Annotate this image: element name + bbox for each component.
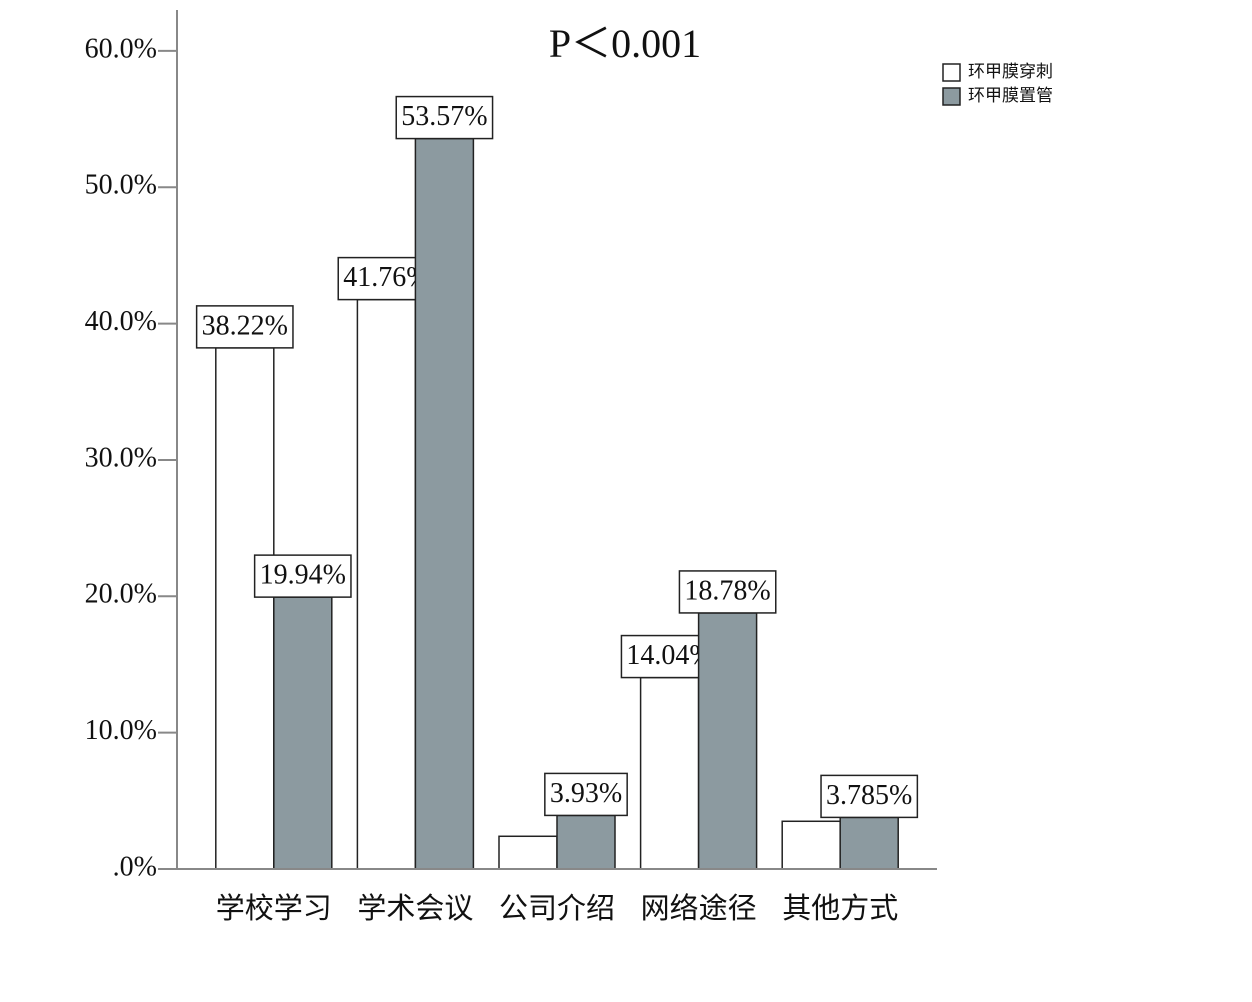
- bar: [498, 835, 558, 870]
- value-label: 19.94%: [260, 560, 346, 591]
- value-label: 3.93%: [550, 778, 622, 809]
- x-tick-label: 其他方式: [782, 891, 898, 925]
- x-tick-label: 学术会议: [357, 891, 473, 925]
- label-box: [195, 305, 294, 349]
- label-box: [544, 772, 628, 817]
- y-tick-label: 50.0%: [85, 170, 157, 201]
- bar: [639, 676, 700, 870]
- legend-swatch: [942, 63, 961, 82]
- x-tick-label: 网络途径: [641, 891, 757, 925]
- chart-title: P＜0.001: [549, 21, 701, 66]
- bar: [697, 612, 758, 870]
- y-tick-label: 20.0%: [85, 579, 157, 610]
- bar: [356, 298, 417, 870]
- value-label: 18.78%: [684, 575, 770, 606]
- x-tick-label: 学校学习: [216, 891, 332, 925]
- bar: [215, 347, 275, 870]
- value-label: 53.57%: [401, 101, 487, 132]
- y-tick-label: 30.0%: [85, 442, 157, 473]
- label-box: [253, 554, 352, 598]
- x-tick-label: 公司介绍: [499, 891, 615, 925]
- label-box: [820, 774, 919, 819]
- label-box: [395, 95, 494, 140]
- label-box: [678, 570, 777, 614]
- legend-label: 环甲膜穿刺: [968, 62, 1053, 82]
- bar: [781, 820, 841, 870]
- y-tick-label: .0%: [113, 851, 157, 882]
- value-label: 38.22%: [202, 310, 288, 341]
- y-tick-label: 10.0%: [85, 715, 157, 746]
- value-label: 3.785%: [826, 780, 912, 811]
- y-tick-label: 40.0%: [85, 306, 157, 337]
- legend-swatch: [942, 87, 961, 106]
- bar: [273, 596, 333, 870]
- bar: [414, 137, 475, 870]
- y-tick-label: 60.0%: [85, 33, 157, 64]
- legend-label: 环甲膜置管: [968, 86, 1053, 106]
- bar: [839, 816, 899, 870]
- bar: [556, 814, 616, 870]
